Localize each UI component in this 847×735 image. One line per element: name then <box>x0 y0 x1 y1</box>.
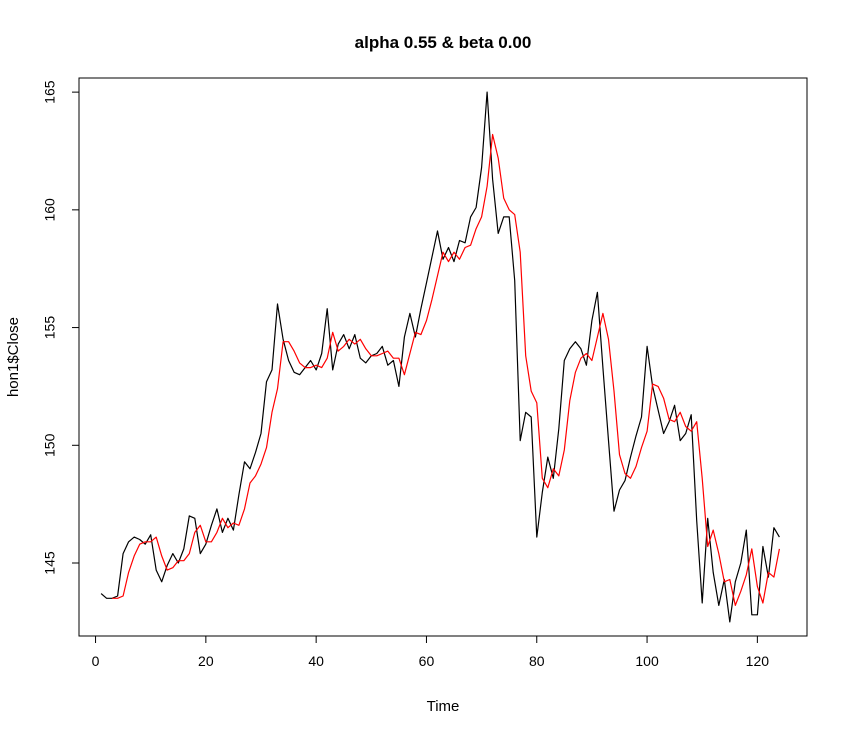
y-tick-label: 165 <box>42 80 58 104</box>
x-axis: 0 20 40 60 80 100 120 <box>92 635 770 669</box>
plot-frame <box>78 77 808 637</box>
y-axis: 145 150 155 160 165 <box>42 80 80 575</box>
x-tick-label: 80 <box>529 653 545 669</box>
series-layer <box>100 91 780 623</box>
series-line-2 <box>112 133 780 607</box>
y-tick-label: 160 <box>42 198 58 222</box>
x-tick-label: 20 <box>198 653 214 669</box>
x-tick-label: 120 <box>746 653 770 669</box>
x-tick-label: 0 <box>92 653 100 669</box>
y-tick-label: 145 <box>42 551 58 575</box>
y-axis-label: hon1$Close <box>5 317 22 397</box>
x-tick-label: 40 <box>308 653 324 669</box>
x-tick-label: 60 <box>419 653 435 669</box>
x-axis-label: Time <box>427 698 460 715</box>
series-line-1 <box>100 91 780 623</box>
y-tick-label: 155 <box>42 316 58 340</box>
x-tick-label: 100 <box>635 653 659 669</box>
chart-title: alpha 0.55 & beta 0.00 <box>355 33 532 52</box>
y-tick-label: 150 <box>42 433 58 457</box>
